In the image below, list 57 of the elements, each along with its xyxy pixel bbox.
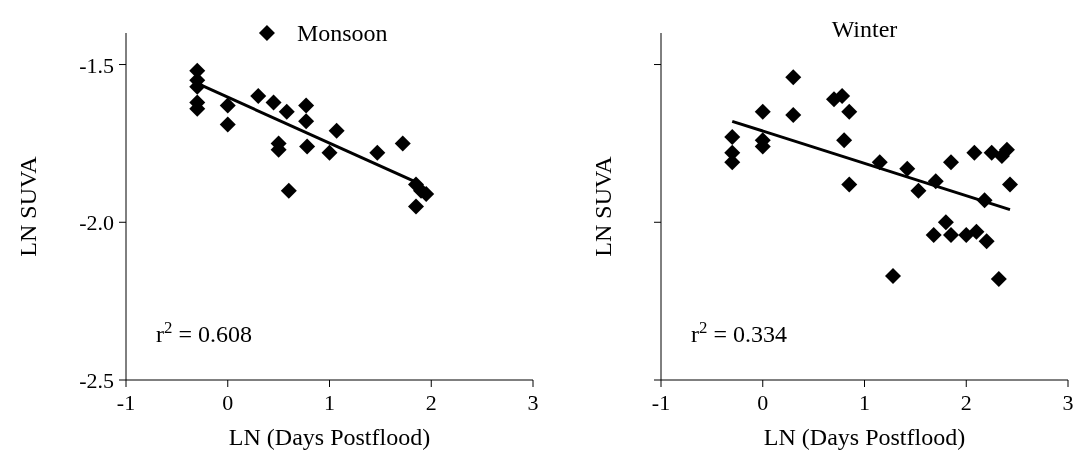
point	[937, 214, 954, 231]
point	[321, 144, 338, 161]
point	[834, 88, 851, 105]
y-tick-label: -2.5	[79, 368, 114, 393]
point	[407, 198, 424, 215]
point	[298, 97, 315, 114]
x-tick-label: -1	[116, 390, 136, 415]
point	[942, 154, 959, 171]
x-tick-label: 3	[527, 390, 539, 415]
point	[754, 103, 771, 120]
x-tick-label: 1	[324, 390, 335, 415]
point	[369, 144, 386, 161]
x-tick-label: 0	[222, 390, 234, 415]
x-tick-label: -1	[651, 390, 671, 415]
x-tick-label: 2	[425, 390, 437, 415]
annotation: r$^{2}$ = 0.334	[691, 317, 787, 347]
point	[1002, 176, 1018, 193]
point	[998, 141, 1015, 158]
point	[328, 122, 345, 139]
point	[836, 132, 853, 149]
y-tick-label: -1.5	[79, 52, 114, 78]
x-tick-label: 0	[757, 390, 769, 415]
x-tick-label: 3	[1062, 390, 1074, 415]
point	[265, 94, 282, 111]
point	[219, 97, 236, 114]
point	[250, 88, 267, 105]
point	[910, 182, 927, 199]
point	[966, 144, 983, 161]
point	[841, 176, 858, 193]
x-tick-label: 1	[859, 390, 870, 415]
point	[841, 103, 858, 120]
point	[785, 69, 802, 86]
point	[278, 103, 295, 120]
point	[990, 271, 1007, 288]
point	[958, 226, 975, 243]
x-axis-title: LN (Days Postflood)	[228, 424, 431, 450]
point	[394, 135, 411, 152]
y-axis-title: LN SUVA	[590, 155, 616, 257]
point	[724, 129, 741, 146]
point	[899, 160, 916, 177]
point	[884, 267, 901, 284]
x-axis-title: LN (Days Postflood)	[763, 424, 966, 450]
point	[942, 226, 959, 243]
point	[785, 107, 802, 124]
annotation: r$^{2}$ = 0.608	[156, 317, 252, 347]
point	[280, 182, 297, 199]
chart-title: Winter	[831, 16, 898, 42]
legend-label: Monsoon	[296, 20, 388, 46]
point	[978, 233, 995, 250]
y-tick-label: -2.0	[79, 210, 114, 236]
point	[968, 223, 985, 240]
point	[925, 226, 942, 243]
y-axis-title: LN SUVA	[15, 155, 41, 257]
point	[299, 138, 316, 155]
point	[219, 116, 236, 133]
x-tick-label: 2	[960, 390, 972, 415]
point	[298, 113, 315, 130]
